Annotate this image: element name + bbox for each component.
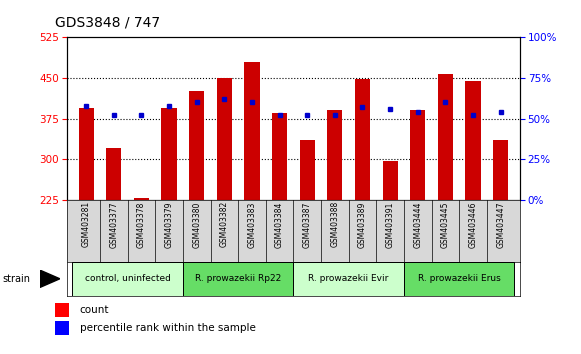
Text: GSM403380: GSM403380 — [192, 201, 201, 248]
Bar — [404, 262, 514, 296]
Bar — [162, 108, 177, 322]
Text: GSM403383: GSM403383 — [248, 201, 256, 248]
Text: R. prowazekii Rp22: R. prowazekii Rp22 — [195, 274, 281, 283]
Bar — [465, 81, 480, 322]
Text: GSM403377: GSM403377 — [109, 201, 119, 248]
Bar — [300, 140, 315, 322]
Text: GSM403445: GSM403445 — [441, 201, 450, 248]
Text: GSM403444: GSM403444 — [413, 201, 422, 248]
Text: GDS3848 / 747: GDS3848 / 747 — [55, 16, 160, 30]
Text: GSM403281: GSM403281 — [82, 201, 91, 247]
Bar — [245, 62, 260, 322]
Bar — [189, 91, 205, 322]
Bar — [410, 110, 425, 322]
Text: GSM403378: GSM403378 — [137, 201, 146, 248]
Bar — [183, 262, 293, 296]
Bar — [78, 108, 94, 322]
Text: GSM403389: GSM403389 — [358, 201, 367, 248]
Bar — [382, 161, 398, 322]
Text: GSM403388: GSM403388 — [331, 201, 339, 247]
Text: GSM403384: GSM403384 — [275, 201, 284, 248]
Bar — [438, 74, 453, 322]
Bar — [106, 148, 121, 322]
Bar — [493, 140, 508, 322]
Bar — [293, 262, 404, 296]
Bar — [73, 262, 183, 296]
Bar — [327, 110, 342, 322]
Text: GSM403379: GSM403379 — [164, 201, 174, 248]
Text: R. prowazekii Evir: R. prowazekii Evir — [309, 274, 389, 283]
Text: strain: strain — [3, 274, 31, 284]
Polygon shape — [40, 270, 60, 287]
Text: GSM403447: GSM403447 — [496, 201, 505, 248]
Bar — [272, 113, 287, 322]
Text: GSM403446: GSM403446 — [468, 201, 478, 248]
Text: R. prowazekii Erus: R. prowazekii Erus — [418, 274, 501, 283]
Bar — [55, 303, 69, 317]
Text: count: count — [80, 305, 109, 315]
Text: GSM403391: GSM403391 — [386, 201, 394, 248]
Text: percentile rank within the sample: percentile rank within the sample — [80, 323, 256, 333]
Text: GSM403387: GSM403387 — [303, 201, 312, 248]
Bar — [55, 321, 69, 335]
Bar — [134, 198, 149, 322]
Text: control, uninfected: control, uninfected — [85, 274, 171, 283]
Text: GSM403382: GSM403382 — [220, 201, 229, 247]
Bar — [217, 78, 232, 322]
Bar — [355, 79, 370, 322]
